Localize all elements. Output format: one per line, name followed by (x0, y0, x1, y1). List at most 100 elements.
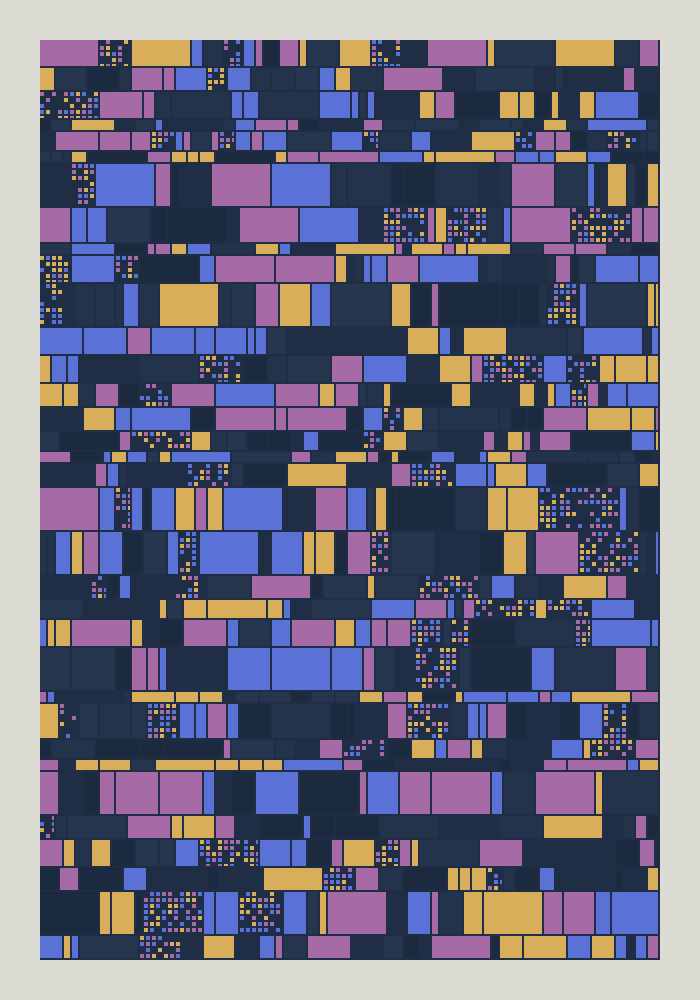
block (40, 740, 50, 758)
block (632, 138, 636, 142)
block (596, 772, 602, 814)
block (372, 568, 376, 572)
block (194, 594, 198, 598)
block (476, 238, 480, 242)
block (472, 648, 530, 690)
block (584, 214, 588, 218)
block (246, 898, 250, 902)
block (206, 476, 210, 480)
block (520, 380, 524, 382)
block (182, 576, 186, 580)
block (620, 132, 624, 136)
block (488, 612, 492, 616)
block (456, 582, 460, 586)
block (226, 144, 230, 148)
block (344, 752, 348, 756)
block (224, 852, 228, 856)
block (172, 452, 230, 462)
block (112, 40, 116, 44)
block (52, 290, 56, 294)
block (364, 438, 368, 442)
block (312, 816, 334, 838)
block (616, 568, 620, 572)
block (64, 104, 68, 108)
block (304, 816, 310, 838)
block (584, 232, 588, 236)
block (556, 152, 586, 162)
block (372, 550, 376, 554)
block (440, 408, 498, 430)
block (220, 284, 230, 326)
block (40, 488, 98, 530)
block (566, 302, 570, 306)
block (602, 518, 606, 522)
block (84, 182, 88, 186)
block (128, 518, 130, 522)
block (300, 208, 358, 242)
block (440, 284, 498, 326)
block (560, 302, 564, 306)
block (276, 936, 282, 958)
block (276, 152, 286, 162)
block (566, 320, 570, 324)
block (424, 692, 454, 702)
block (462, 588, 466, 592)
block (192, 910, 196, 914)
block (248, 432, 266, 450)
block (392, 532, 434, 574)
block (508, 692, 538, 702)
block (52, 120, 70, 130)
block (450, 594, 454, 598)
block (216, 328, 246, 354)
block (470, 220, 474, 224)
block (626, 226, 630, 230)
block (284, 892, 306, 934)
block (158, 144, 162, 148)
block (370, 438, 374, 442)
block (332, 704, 346, 738)
block (592, 550, 596, 554)
block (96, 384, 118, 406)
block (168, 928, 172, 932)
block (94, 98, 98, 102)
block (124, 58, 128, 62)
block (128, 464, 186, 486)
block (396, 244, 402, 254)
block (644, 328, 650, 354)
block (384, 426, 388, 430)
block (596, 214, 600, 218)
block (236, 46, 240, 50)
block (224, 64, 228, 66)
block (520, 362, 524, 366)
block (402, 220, 406, 224)
block (426, 734, 430, 738)
block (460, 214, 462, 218)
block (172, 384, 214, 406)
block (350, 746, 354, 750)
block (162, 438, 166, 442)
block (392, 384, 450, 406)
block (300, 40, 306, 66)
block (148, 704, 152, 708)
block (40, 620, 46, 646)
block (368, 452, 378, 462)
block (166, 734, 170, 738)
block (656, 408, 658, 430)
block (218, 476, 222, 480)
block (536, 772, 594, 814)
block (152, 384, 156, 388)
block (616, 722, 620, 726)
block (572, 320, 576, 324)
block (150, 892, 154, 896)
block (356, 746, 360, 750)
block (460, 648, 470, 690)
block (436, 164, 478, 206)
block (122, 280, 126, 282)
block (348, 164, 390, 206)
block (58, 302, 62, 306)
block (134, 274, 138, 278)
block (508, 704, 526, 738)
block (356, 704, 386, 738)
block (76, 92, 80, 96)
block (448, 600, 454, 618)
